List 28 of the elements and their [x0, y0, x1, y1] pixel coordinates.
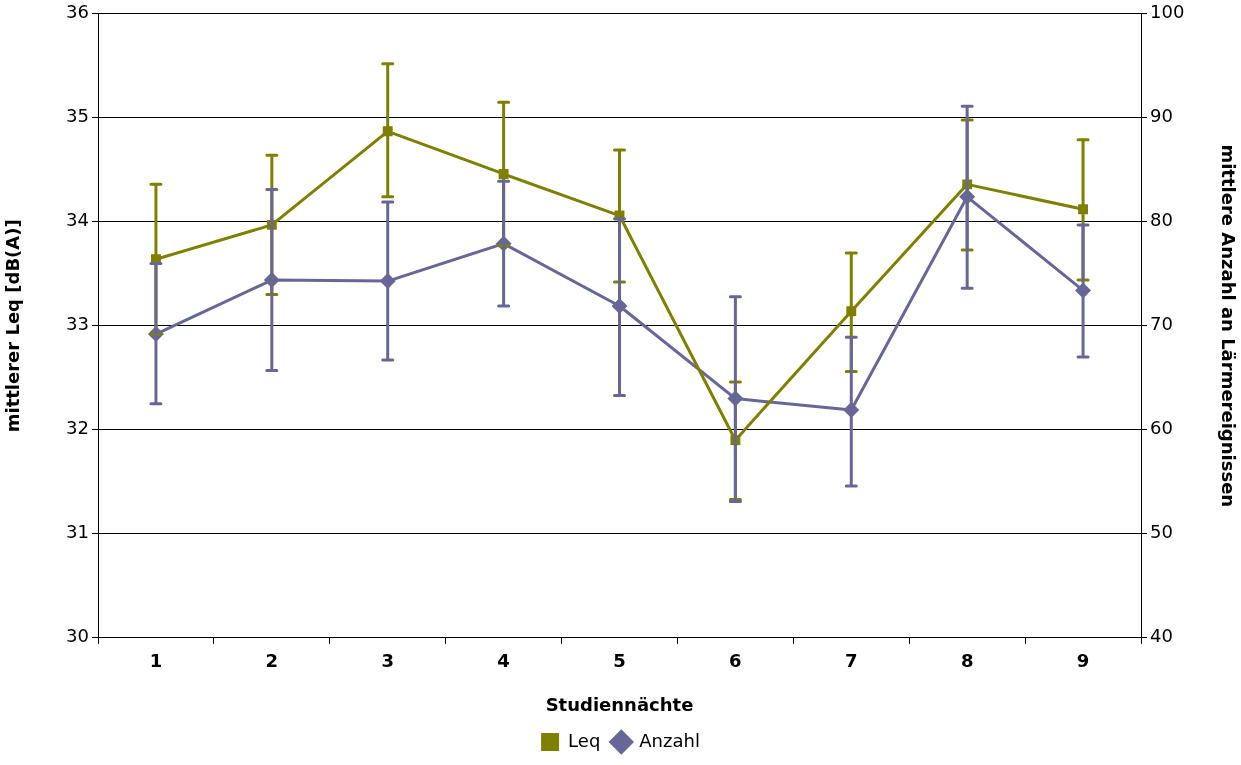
x-tick-label: 4	[497, 650, 510, 672]
y2-tick-label: 100	[1150, 1, 1185, 23]
y-tick-label: 30	[66, 625, 89, 647]
x-tick-label: 5	[613, 650, 626, 672]
y2-tick-label: 40	[1150, 625, 1173, 647]
y-tick-label: 35	[66, 105, 89, 127]
y-tick-label: 33	[66, 313, 89, 335]
x-tick-label: 9	[1076, 650, 1090, 672]
y-tick-label: 31	[66, 521, 89, 543]
y2-tick-label: 70	[1150, 313, 1173, 335]
legend-label: Leq	[568, 729, 601, 751]
y2-axis-title: mittlere Anzahl an Lärmereignissen	[1217, 144, 1239, 508]
y-tick-label: 34	[66, 209, 89, 231]
y2-tick-label: 50	[1150, 521, 1173, 543]
y2-tick-label: 90	[1150, 105, 1173, 127]
y2-tick-label: 80	[1150, 209, 1173, 231]
x-axis-title: Studiennächte	[545, 693, 694, 715]
legend-label: Anzahl	[639, 729, 700, 751]
y-tick-label: 32	[66, 417, 89, 439]
x-tick-label: 7	[845, 650, 858, 672]
y-axis-title: mittlerer Leq [dB(A)]	[2, 219, 24, 433]
x-tick-label: 8	[960, 650, 974, 672]
y2-tick-label: 60	[1150, 417, 1173, 439]
y-tick-label: 36	[66, 1, 89, 23]
x-tick-label: 6	[729, 650, 742, 672]
x-tick-label: 1	[149, 650, 163, 672]
x-tick-label: 3	[381, 650, 394, 672]
x-tick-label: 2	[265, 650, 279, 672]
